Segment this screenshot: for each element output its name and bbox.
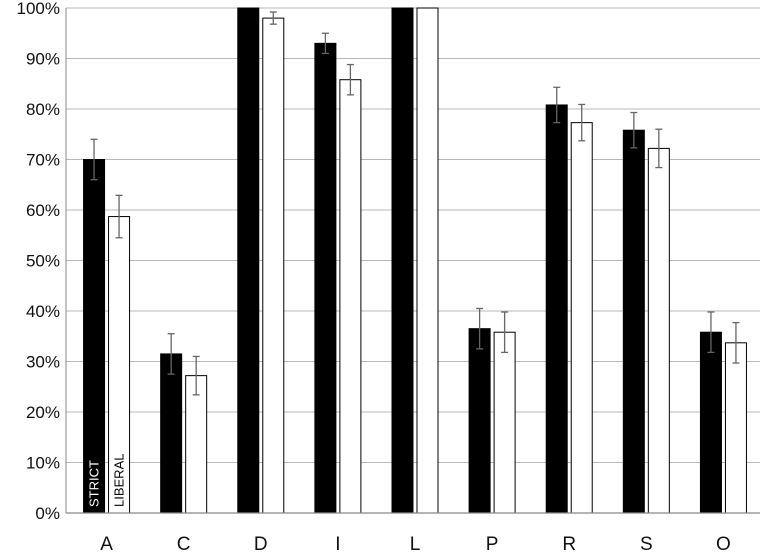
error-bar-liberal-A	[115, 194, 123, 239]
error-bar-strict-A	[90, 138, 98, 181]
series-label-strict: STRICT	[87, 460, 102, 507]
error-bar-strict-I	[321, 32, 329, 55]
error-bar-strict-O	[707, 311, 715, 354]
bar-strict-D	[237, 7, 260, 514]
bar-strict-R	[545, 104, 568, 514]
error-bar-liberal-C	[192, 355, 200, 396]
bar-liberal-D	[262, 17, 285, 514]
error-bar-strict-R	[553, 86, 561, 124]
bar-strict-C	[160, 353, 183, 514]
error-bar-liberal-O	[732, 321, 740, 364]
y-tick-label-2: 20%	[26, 403, 60, 422]
axes	[65, 8, 760, 514]
x-category-label-4: L	[410, 534, 421, 553]
y-tick-label-0: 0%	[35, 504, 60, 523]
y-axis-ticks: 0% 10% 20% 30% 40% 50% 60% 70% 80% 90% 100%	[17, 0, 60, 523]
error-bar-liberal-S	[655, 128, 663, 169]
y-tick-label-3: 30%	[26, 353, 60, 372]
y-tick-label-5: 50%	[26, 252, 60, 271]
y-tick-label-8: 80%	[26, 100, 60, 119]
x-category-label-1: C	[177, 534, 191, 553]
bar-strict-S	[622, 129, 645, 514]
x-category-label-7: S	[640, 534, 653, 553]
y-tick-label-10: 100%	[17, 0, 60, 18]
bar-strict-O	[699, 331, 722, 514]
bar-liberal-L	[416, 7, 439, 514]
error-bar-strict-P	[476, 307, 484, 350]
x-category-label-6: R	[562, 534, 576, 553]
error-bar-strict-C	[167, 333, 175, 375]
bar-strict-I	[314, 42, 337, 514]
bar-liberal-P	[493, 331, 516, 514]
x-category-label-3: I	[335, 534, 340, 553]
y-tick-label-7: 70%	[26, 151, 60, 170]
y-tick-label-4: 40%	[26, 302, 60, 321]
error-bars	[90, 11, 740, 396]
x-category-label-0: A	[100, 534, 113, 553]
bar-strict-L	[391, 7, 414, 514]
x-category-label-5: P	[486, 534, 499, 553]
error-bar-strict-S	[630, 111, 638, 149]
error-bar-liberal-I	[346, 63, 354, 96]
y-tick-label-1: 10%	[26, 454, 60, 473]
bar-liberal-C	[185, 375, 208, 514]
bar-strict-A	[83, 159, 106, 514]
bar-strict-P	[468, 328, 491, 514]
y-tick-label-6: 60%	[26, 201, 60, 220]
error-bar-liberal-R	[578, 103, 586, 142]
bar-liberal-O	[724, 342, 747, 514]
error-bar-liberal-D	[269, 11, 277, 25]
error-bar-liberal-P	[501, 311, 509, 354]
bar-liberal-R	[570, 122, 593, 514]
series-label-liberal: LIBERAL	[112, 454, 127, 507]
y-tick-label-9: 90%	[26, 50, 60, 69]
bar-liberal-S	[647, 147, 670, 514]
series-tags: STRICT LIBERAL	[87, 454, 127, 507]
x-category-label-8: O	[716, 534, 731, 553]
bar-liberal-I	[339, 79, 362, 514]
x-category-label-2: D	[254, 534, 268, 553]
bars	[83, 7, 747, 514]
